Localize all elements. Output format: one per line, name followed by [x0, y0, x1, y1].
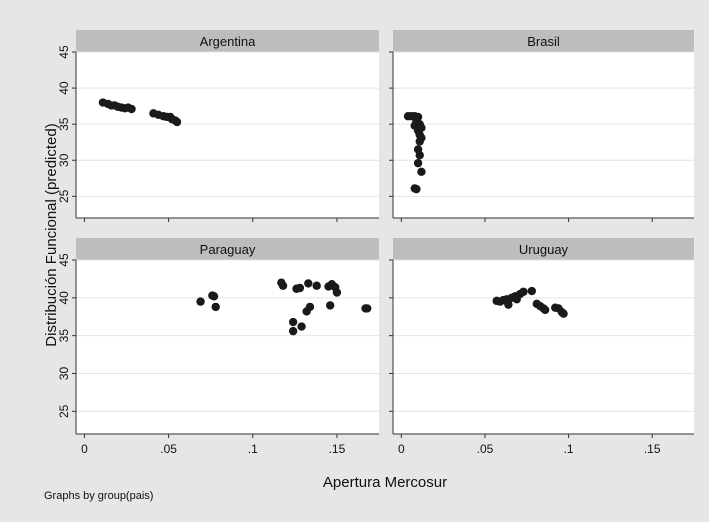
y-tick-label: 25	[57, 404, 71, 418]
y-tick-label: 40	[57, 81, 71, 95]
y-tick-label: 35	[57, 117, 71, 131]
panel-title: Paraguay	[200, 242, 256, 257]
data-point	[278, 281, 288, 290]
plot-area	[393, 52, 694, 218]
data-point	[196, 297, 205, 306]
data-point	[172, 117, 182, 127]
data-point	[304, 279, 313, 288]
y-tick-label: 30	[57, 366, 71, 380]
data-point	[527, 286, 536, 296]
data-point	[504, 300, 513, 309]
data-point	[559, 309, 568, 318]
data-point	[412, 184, 421, 194]
x-tick-label: .15	[329, 442, 346, 456]
y-tick-label: 30	[57, 153, 71, 167]
data-point	[211, 302, 220, 312]
data-point	[297, 322, 306, 331]
plot-area	[393, 260, 694, 434]
data-point	[209, 292, 219, 301]
y-tick-label: 45	[57, 45, 71, 59]
data-point	[295, 283, 305, 293]
data-point	[332, 288, 342, 297]
x-tick-label: .1	[564, 442, 574, 456]
data-point	[305, 302, 315, 312]
panel-header	[393, 238, 694, 260]
data-point	[415, 137, 424, 146]
data-point	[415, 151, 424, 160]
x-tick-label: .05	[477, 442, 494, 456]
y-tick-label: 25	[57, 189, 71, 203]
panel-title: Argentina	[200, 34, 256, 49]
data-point	[288, 326, 298, 336]
y-tick-label: 35	[57, 329, 71, 343]
data-point	[312, 281, 321, 290]
x-tick-label: .15	[644, 442, 661, 456]
data-point	[519, 287, 528, 296]
panel-title: Brasil	[527, 34, 560, 49]
data-point	[325, 301, 335, 310]
panel-header	[76, 238, 379, 260]
x-tick-label: .05	[160, 442, 177, 456]
data-point	[540, 305, 550, 315]
y-tick-label: 45	[57, 253, 71, 267]
y-axis-title: Distribución Funcional (predicted)	[43, 123, 60, 346]
plot-area	[76, 52, 379, 218]
panel-header	[393, 30, 694, 52]
x-tick-label: .1	[248, 442, 258, 456]
panel-title: Uruguay	[519, 242, 569, 257]
data-point	[417, 167, 426, 177]
panel-header	[76, 30, 379, 52]
data-point	[288, 317, 298, 327]
data-point	[413, 158, 423, 168]
data-point	[363, 304, 372, 313]
figure-note: Graphs by group(pais)	[44, 490, 154, 502]
x-axis-title: Apertura Mercosur	[323, 474, 447, 491]
x-tick-label: 0	[398, 442, 405, 456]
y-tick-label: 40	[57, 291, 71, 305]
x-tick-label: 0	[81, 442, 88, 456]
data-point	[127, 104, 136, 114]
